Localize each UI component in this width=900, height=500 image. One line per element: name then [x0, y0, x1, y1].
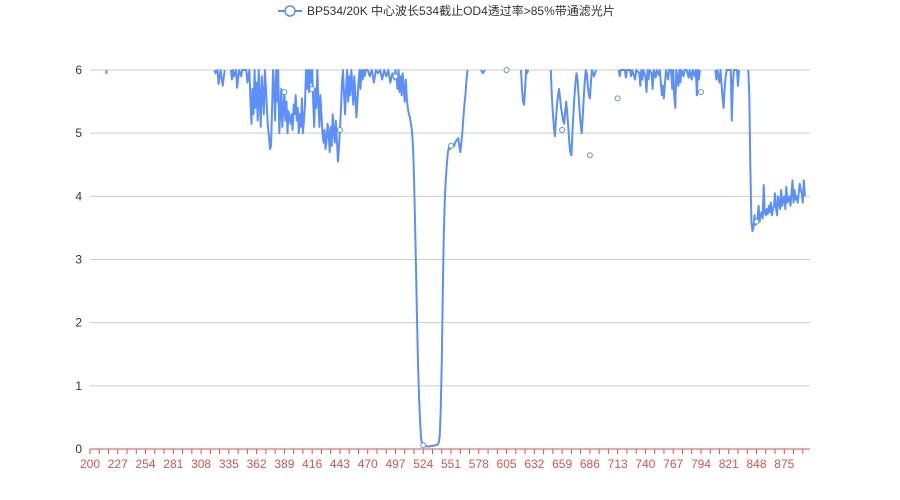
- data-point-marker: [559, 127, 566, 134]
- legend[interactable]: BP534/20K 中心波长534截止OD4透过率>85%带通滤光片: [278, 3, 615, 18]
- data-point-marker: [697, 89, 704, 96]
- data-point-marker: [614, 95, 621, 102]
- series-line-segment: [229, 69, 469, 448]
- y-tick-label: 1: [75, 379, 82, 393]
- x-tick-label: 632: [524, 457, 544, 471]
- series-layer: [105, 67, 806, 449]
- grid-lines: [90, 69, 810, 387]
- data-point-marker: [448, 142, 455, 149]
- y-tick-label: 6: [75, 63, 82, 77]
- x-tick-label: 659: [552, 457, 572, 471]
- y-tick-label: 5: [75, 126, 82, 140]
- x-tick-label: 281: [163, 457, 183, 471]
- series-line-segment: [520, 69, 530, 106]
- x-tick-label: 848: [746, 457, 766, 471]
- x-tick-label: 308: [191, 457, 211, 471]
- y-tick-label: 3: [75, 253, 82, 267]
- data-point-marker: [753, 218, 760, 225]
- data-point-marker: [309, 85, 316, 92]
- x-tick-label: 605: [497, 457, 517, 471]
- x-tick-label: 551: [441, 457, 461, 471]
- x-tick-label: 821: [719, 457, 739, 471]
- x-tick-label: 335: [219, 457, 239, 471]
- x-tick-label: 389: [274, 457, 294, 471]
- data-point-marker: [336, 127, 343, 134]
- x-tick-label: 200: [80, 457, 100, 471]
- legend-label: BP534/20K 中心波长534截止OD4透过率>85%带通滤光片: [307, 3, 615, 18]
- x-tick-label: 767: [663, 457, 683, 471]
- data-point-marker: [503, 67, 510, 73]
- x-tick-label: 416: [302, 457, 322, 471]
- y-tick-label: 2: [75, 316, 82, 330]
- x-tick-label: 713: [608, 457, 628, 471]
- series-line-segment: [213, 69, 226, 87]
- x-tick-label: 362: [247, 457, 267, 471]
- x-tick-label: 497: [385, 457, 405, 471]
- x-tick-label: 524: [413, 457, 433, 471]
- data-point-marker: [420, 442, 427, 449]
- x-tick-label: 443: [330, 457, 350, 471]
- data-point-marker: [281, 89, 288, 96]
- data-point-marker: [586, 152, 593, 159]
- x-tick-label: 578: [469, 457, 489, 471]
- x-tick-label: 254: [136, 457, 156, 471]
- series-line-segment: [714, 69, 740, 122]
- x-tick-label: 740: [635, 457, 655, 471]
- x-axis: 200 227 254 281 308 335 362 389 416 443 470 497 524 5…: [80, 448, 810, 471]
- series-line-segment: [549, 69, 598, 157]
- x-tick-label: 794: [691, 457, 711, 471]
- series-line-segment: [747, 69, 806, 233]
- x-tick-label: 875: [774, 457, 794, 471]
- legend-marker-swatch: [284, 5, 296, 17]
- y-axis-ticks: 0 1 2 3 4 5 6: [75, 63, 82, 456]
- series-line-segment: [480, 69, 486, 75]
- series-line-segment: [617, 69, 701, 109]
- data-point-marker: [392, 73, 399, 80]
- y-tick-label: 0: [75, 442, 82, 456]
- x-tick-label: 227: [108, 457, 128, 471]
- y-tick-label: 4: [75, 189, 82, 203]
- x-tick-label: 686: [580, 457, 600, 471]
- x-tick-label: 470: [358, 457, 378, 471]
